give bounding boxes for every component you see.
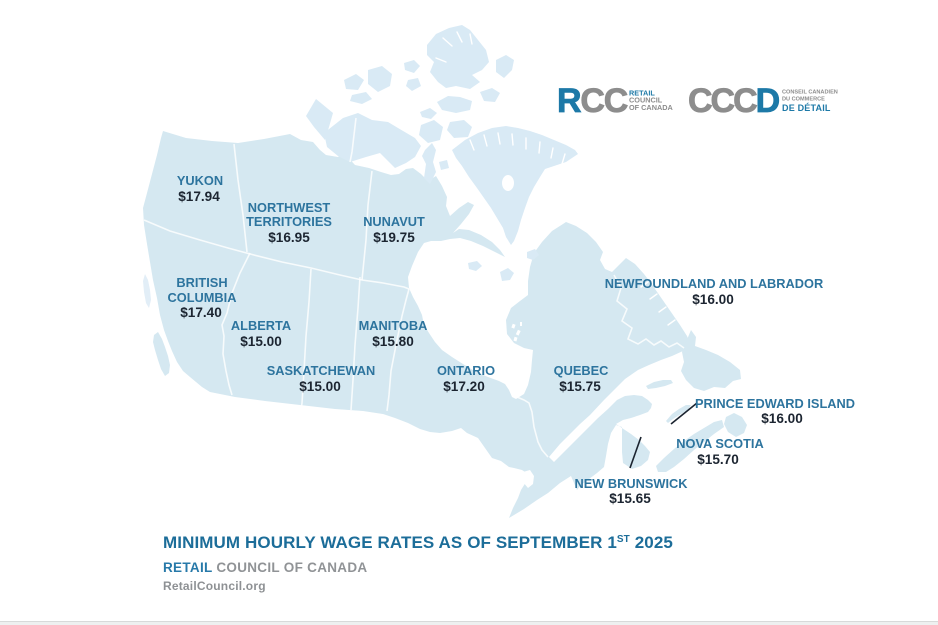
svg-text:$15.70: $15.70 xyxy=(697,452,739,467)
svg-text:RETAIL COUNCIL OF CANADA: RETAIL COUNCIL OF CANADA xyxy=(163,560,367,575)
svg-text:DU COMMERCE: DU COMMERCE xyxy=(782,97,825,103)
svg-text:PRINCE EDWARD ISLAND: PRINCE EDWARD ISLAND xyxy=(695,396,855,411)
svg-text:NORTHWEST: NORTHWEST xyxy=(248,200,331,215)
svg-text:$16.00: $16.00 xyxy=(761,411,803,426)
svg-text:RCC: RCC xyxy=(557,82,628,120)
svg-text:RETAIL: RETAIL xyxy=(629,89,655,98)
svg-text:$15.75: $15.75 xyxy=(559,379,601,394)
svg-text:OF CANADA: OF CANADA xyxy=(629,103,674,112)
svg-text:MINIMUM HOURLY WAGE RATES AS O: MINIMUM HOURLY WAGE RATES AS OF SEPTEMBE… xyxy=(163,533,673,552)
svg-text:NEWFOUNDLAND AND LABRADOR: NEWFOUNDLAND AND LABRADOR xyxy=(605,276,823,291)
svg-text:MANITOBA: MANITOBA xyxy=(359,318,428,333)
svg-text:$17.40: $17.40 xyxy=(180,305,222,320)
svg-text:$16.00: $16.00 xyxy=(692,292,734,307)
svg-text:ONTARIO: ONTARIO xyxy=(437,363,495,378)
svg-text:$15.65: $15.65 xyxy=(609,491,651,506)
svg-text:DE DÉTAIL: DE DÉTAIL xyxy=(782,103,831,113)
svg-text:CONSEIL CANADIEN: CONSEIL CANADIEN xyxy=(782,90,838,96)
svg-text:NOVA SCOTIA: NOVA SCOTIA xyxy=(676,436,763,451)
svg-text:$17.94: $17.94 xyxy=(178,189,220,204)
svg-text:ALBERTA: ALBERTA xyxy=(231,318,291,333)
svg-text:$19.75: $19.75 xyxy=(373,230,415,245)
svg-text:QUEBEC: QUEBEC xyxy=(554,363,609,378)
svg-text:CCCD: CCCD xyxy=(688,82,780,120)
svg-text:$15.00: $15.00 xyxy=(240,334,282,349)
svg-text:$17.20: $17.20 xyxy=(443,379,485,394)
svg-text:COUNCIL: COUNCIL xyxy=(629,96,663,105)
svg-text:$15.00: $15.00 xyxy=(299,379,341,394)
svg-text:TERRITORIES: TERRITORIES xyxy=(246,214,332,229)
svg-text:YUKON: YUKON xyxy=(177,173,223,188)
svg-text:$16.95: $16.95 xyxy=(268,230,310,245)
svg-text:NUNAVUT: NUNAVUT xyxy=(363,214,425,229)
svg-text:COLUMBIA: COLUMBIA xyxy=(168,290,237,305)
svg-text:BRITISH: BRITISH xyxy=(176,275,227,290)
svg-text:$15.80: $15.80 xyxy=(372,334,414,349)
svg-text:NEW BRUNSWICK: NEW BRUNSWICK xyxy=(574,476,688,491)
svg-text:RetailCouncil.org: RetailCouncil.org xyxy=(163,579,266,593)
svg-text:SASKATCHEWAN: SASKATCHEWAN xyxy=(267,363,376,378)
